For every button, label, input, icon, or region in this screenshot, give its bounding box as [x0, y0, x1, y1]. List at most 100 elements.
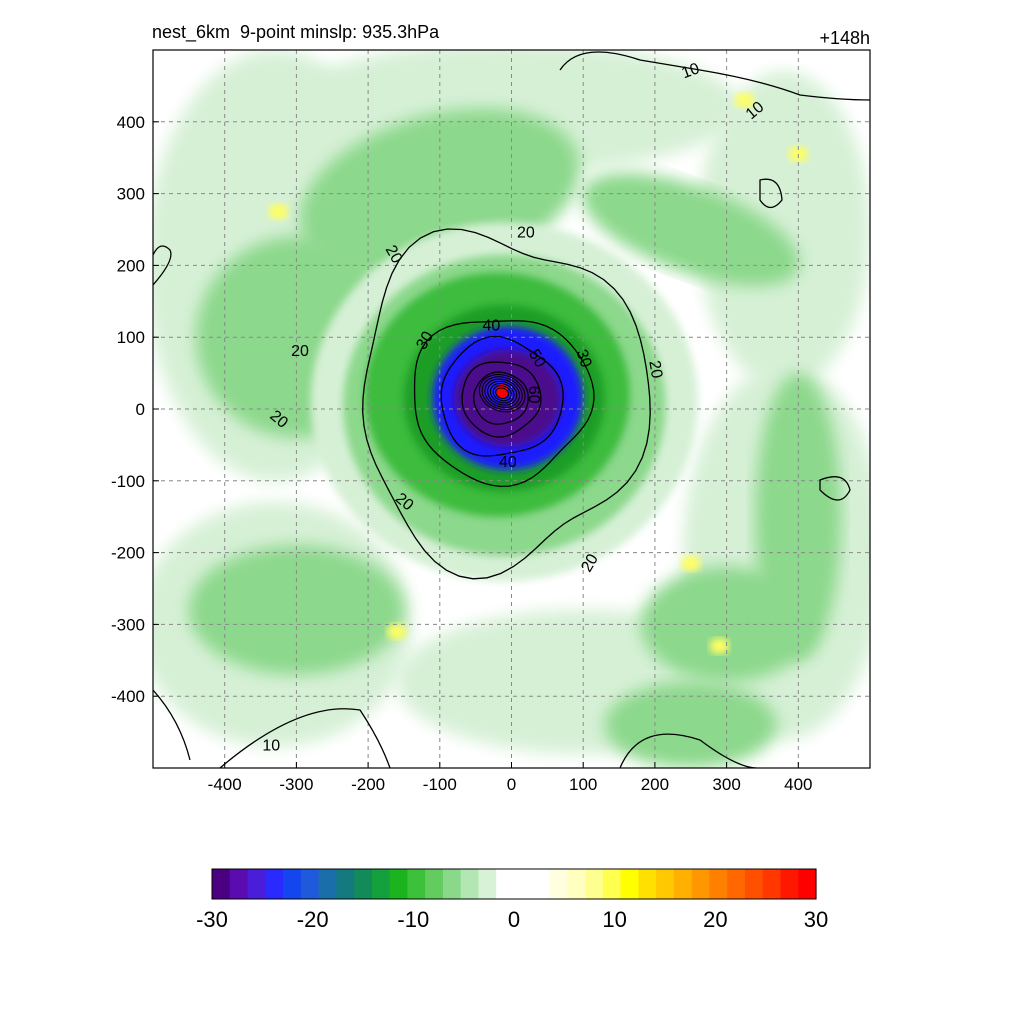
- contour-label: 50: [525, 347, 549, 371]
- contour-line-10: [819, 476, 851, 501]
- colorbar-swatch: [229, 869, 249, 899]
- contour-label: 10: [679, 60, 702, 82]
- contour-line-10: [153, 689, 391, 768]
- colorbar-swatch: [762, 869, 782, 899]
- colorbar-swatch: [212, 869, 231, 899]
- colorbar-swatch: [407, 869, 426, 899]
- contour-label: 40: [483, 318, 501, 335]
- contour-label: 20: [291, 343, 309, 360]
- colorbar-swatch: [318, 869, 337, 899]
- contour-label: 20: [578, 551, 602, 575]
- eye-maximum-spot: [496, 384, 509, 399]
- colorbar-swatch: [567, 869, 586, 899]
- colorbar-swatch: [336, 869, 355, 899]
- y-tick-label: -100: [111, 472, 145, 491]
- colorbar: -30 -20 -10 0 10 20 30: [196, 868, 828, 932]
- colorbar-swatch: [691, 869, 711, 899]
- field-positive-spot: [680, 555, 701, 572]
- colorbar-tick-label: 10: [602, 907, 626, 932]
- field-blob: [697, 71, 870, 388]
- contour-label: 20: [382, 243, 406, 267]
- contour-label: 20: [517, 224, 535, 241]
- colorbar-tick-label: -20: [297, 907, 329, 932]
- contour-line: [362, 228, 651, 580]
- colorbar-swatch: [673, 869, 693, 899]
- contour-line-10: [153, 245, 172, 286]
- contour-line-10: [619, 733, 760, 768]
- colorbar-tick-label: -10: [397, 907, 429, 932]
- y-tick-label: 0: [136, 400, 145, 419]
- contour-line-eyewall: [489, 383, 515, 404]
- colorbar-swatch: [300, 869, 320, 899]
- chart-title-right: +148h: [819, 28, 870, 48]
- x-tick-label: -100: [423, 775, 457, 794]
- contour-label: 30: [572, 347, 594, 370]
- contour-line-eyewall: [495, 387, 510, 399]
- contour-line-10: [559, 51, 870, 101]
- contour-line-eyewall: [481, 376, 523, 411]
- colorbar-swatch: [549, 869, 568, 899]
- contour-line-eyewall: [492, 385, 512, 402]
- contour-label: 60: [525, 386, 542, 404]
- colorbar-swatch: [514, 869, 533, 899]
- field-positive-spot: [709, 637, 730, 654]
- colorbar-swatch: [744, 869, 764, 899]
- contour-line-10: [759, 178, 783, 209]
- contour-label: 40: [499, 454, 517, 471]
- contour-label: 20: [645, 359, 665, 380]
- x-tick-label: 200: [641, 775, 669, 794]
- colorbar-swatch: [531, 869, 551, 899]
- y-tick-label: 400: [117, 113, 145, 132]
- colorbar-swatch: [620, 869, 639, 899]
- colorbar-swatch: [389, 869, 409, 899]
- contour-line: [413, 320, 595, 488]
- field-positive-spot: [268, 203, 289, 220]
- colorbar-swatch: [478, 869, 497, 899]
- contour-line-eyewall: [478, 374, 526, 413]
- x-tick-label: 400: [784, 775, 812, 794]
- contour-line: [440, 335, 564, 457]
- colorbar-tick-label: 30: [804, 907, 828, 932]
- colorbar-swatch: [425, 869, 444, 899]
- colorbar-tick-label: 0: [508, 907, 520, 932]
- colorbar-swatch: [709, 869, 728, 899]
- y-tick-label: 300: [117, 185, 145, 204]
- colorbar-swatch: [798, 869, 817, 899]
- x-tick-label: -200: [351, 775, 385, 794]
- chart-title-left: nest_6km 9-point minslp: 935.3hPa: [152, 22, 440, 42]
- contour-label: 10: [262, 738, 280, 755]
- contour-line-eyewall: [484, 378, 520, 408]
- colorbar-swatch: [442, 869, 462, 899]
- colorbar-swatch: [247, 869, 266, 899]
- x-tick-label: 0: [507, 775, 516, 794]
- x-axis: -400 -300 -200 -100 0 100 200 300 400: [208, 762, 812, 794]
- colorbar-swatch: [283, 869, 302, 899]
- colorbar-tick-label: -30: [196, 907, 228, 932]
- x-tick-label: -300: [279, 775, 313, 794]
- x-tick-label: 300: [712, 775, 740, 794]
- colorbar-swatch: [496, 869, 515, 899]
- y-tick-label: 200: [117, 256, 145, 275]
- colorbar-swatch: [371, 869, 391, 899]
- contour-line-eyewall: [487, 380, 518, 406]
- colorbar-swatch: [585, 869, 604, 899]
- colorbar-swatch: [460, 869, 480, 899]
- y-tick-label: -200: [111, 544, 145, 563]
- x-tick-label: 100: [569, 775, 597, 794]
- contour-label: 30: [413, 329, 437, 353]
- colorbar-swatch: [638, 869, 657, 899]
- shaded-field: [153, 50, 870, 768]
- colorbar-tick-label: 20: [703, 907, 727, 932]
- field-positive-spot: [386, 623, 407, 640]
- y-tick-label: 100: [117, 328, 145, 347]
- contour-line: [473, 371, 529, 425]
- colorbar-swatch: [656, 869, 675, 899]
- colorbar-swatch: [354, 869, 373, 899]
- colorbar-frame: [211, 868, 817, 900]
- colorbar-swatch: [265, 869, 284, 899]
- field-blob: [604, 681, 777, 768]
- y-axis: -400 -300 -200 -100 0 100 200 300 400: [111, 113, 159, 706]
- y-tick-label: -300: [111, 615, 145, 634]
